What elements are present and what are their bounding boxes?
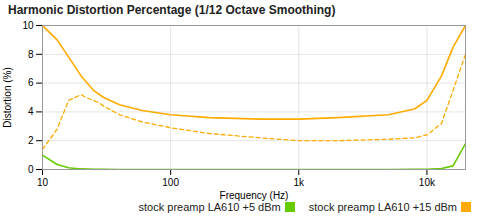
- svg-text:4: 4: [28, 106, 34, 117]
- html-text:Harmonic Distortion Percentage: Harmonic Distortion Percentage (1/12 Oct…: [8, 3, 336, 17]
- svg-text:100: 100: [162, 177, 179, 188]
- svg-text:0: 0: [28, 164, 34, 175]
- svg-text:10: 10: [22, 20, 34, 31]
- html-text:stock preamp LA610 +15 dBm: stock preamp LA610 +15 dBm: [308, 201, 457, 213]
- svg-text:8: 8: [28, 49, 34, 60]
- svg-text:2: 2: [28, 135, 34, 146]
- svg-text:6: 6: [28, 77, 34, 88]
- svg-text:Distortion (%): Distortion (%): [2, 67, 13, 128]
- svg-text:10k: 10k: [419, 177, 436, 188]
- svg-text:10: 10: [37, 177, 49, 188]
- html-text:stock preamp LA610 +5 dBm: stock preamp LA610 +5 dBm: [138, 201, 281, 213]
- svg-text:1k: 1k: [294, 177, 306, 188]
- svg-text:Frequency (Hz): Frequency (Hz): [220, 190, 289, 201]
